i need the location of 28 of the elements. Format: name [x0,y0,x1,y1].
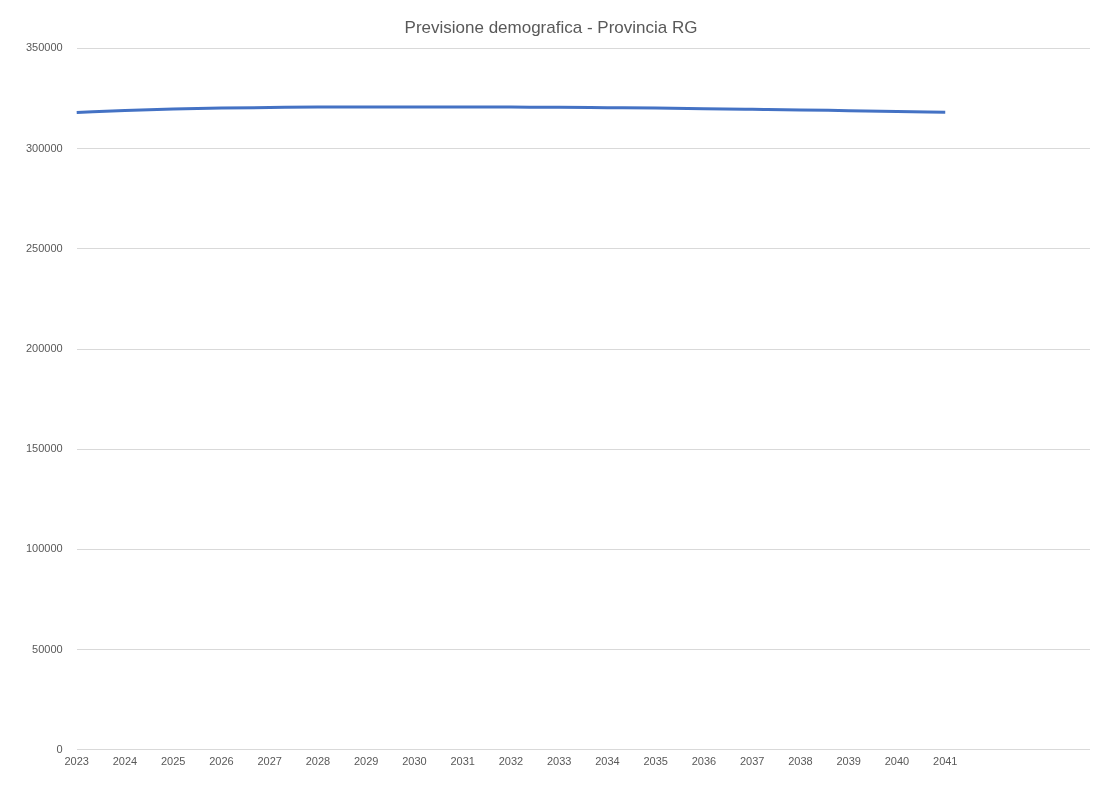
x-tick-label: 2040 [884,755,910,768]
x-tick-label: 2034 [595,755,620,768]
y-tick-label: 250000 [25,241,63,254]
x-tick-label: 2035 [643,755,668,768]
y-tick-label: 0 [56,742,63,755]
x-tick-label: 2023 [64,755,89,768]
y-tick-label: 350000 [25,41,63,54]
y-tick-label: 300000 [25,141,63,154]
x-tick-label: 2024 [112,755,138,768]
x-tick-label: 2038 [788,755,813,768]
x-tick-label: 2031 [450,755,475,768]
x-tick-label: 2026 [209,755,234,768]
y-tick-label: 50000 [32,642,63,655]
y-tick-label: 150000 [25,442,63,455]
x-tick-label: 2041 [933,755,958,768]
x-tick-label: 2029 [353,755,379,768]
x-tick-label: 2037 [739,755,765,768]
y-tick-label: 200000 [25,342,63,355]
x-tick-label: 2032 [498,755,524,768]
y-tick-label: 100000 [25,542,63,555]
x-tick-label: 2033 [546,755,572,768]
x-tick-label: 2036 [691,755,717,768]
x-tick-label: 2030 [402,755,427,768]
x-tick-label: 2027 [257,755,282,768]
x-tick-label: 2025 [160,755,186,768]
x-tick-label: 2039 [836,755,861,768]
x-tick-label: 2028 [305,755,331,768]
chart-title: Previsione demografica - Provincia RG [404,17,698,37]
